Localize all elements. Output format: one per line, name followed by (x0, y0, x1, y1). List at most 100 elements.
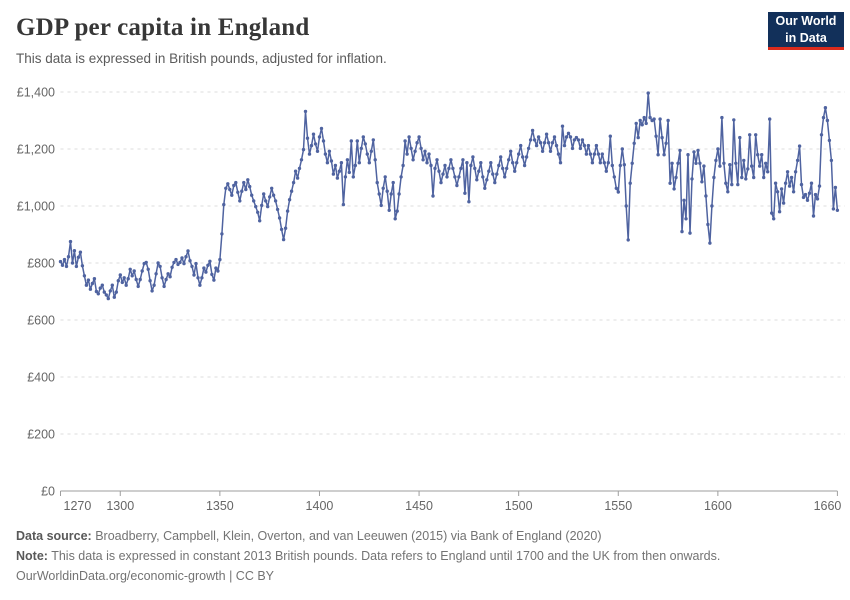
data-point[interactable] (594, 143, 599, 148)
data-point[interactable] (138, 277, 142, 282)
data-point[interactable] (797, 144, 802, 148)
data-point[interactable] (546, 141, 551, 145)
data-point[interactable] (517, 152, 521, 156)
data-point[interactable] (758, 164, 762, 168)
data-point[interactable] (586, 143, 591, 148)
data-point[interactable] (811, 214, 816, 218)
data-point[interactable] (582, 143, 587, 148)
data-point[interactable] (789, 175, 794, 180)
data-point[interactable] (353, 163, 357, 168)
data-point[interactable] (662, 153, 666, 157)
data-point[interactable] (361, 135, 365, 139)
data-point[interactable] (236, 190, 240, 194)
data-point[interactable] (238, 199, 242, 203)
data-point[interactable] (550, 141, 555, 145)
data-point[interactable] (483, 186, 487, 190)
data-point[interactable] (628, 181, 632, 185)
data-point[interactable] (321, 139, 326, 143)
data-point[interactable] (799, 182, 804, 187)
data-point[interactable] (385, 189, 389, 193)
data-point[interactable] (232, 183, 236, 188)
data-point[interactable] (485, 178, 489, 182)
data-point[interactable] (124, 283, 128, 287)
data-point[interactable] (722, 161, 726, 165)
data-point[interactable] (552, 135, 557, 139)
data-point[interactable] (473, 166, 477, 171)
data-point[interactable] (457, 175, 461, 179)
data-point[interactable] (134, 277, 138, 282)
data-point[interactable] (70, 261, 75, 265)
data-point[interactable] (632, 141, 636, 145)
data-point[interactable] (341, 202, 346, 207)
data-point[interactable] (244, 187, 248, 192)
data-point[interactable] (674, 175, 678, 180)
data-point[interactable] (264, 199, 268, 203)
data-point[interactable] (640, 123, 644, 127)
data-point[interactable] (507, 158, 511, 162)
data-point[interactable] (835, 208, 840, 212)
data-point[interactable] (756, 153, 760, 157)
data-point[interactable] (307, 152, 312, 156)
data-point[interactable] (391, 180, 395, 185)
data-point[interactable] (666, 118, 670, 123)
data-point[interactable] (475, 178, 479, 182)
data-point[interactable] (156, 261, 160, 265)
data-point[interactable] (108, 289, 113, 293)
data-point[interactable] (355, 139, 359, 143)
data-point[interactable] (357, 161, 361, 165)
data-point[interactable] (732, 118, 736, 122)
data-point[interactable] (624, 204, 628, 208)
data-point[interactable] (154, 272, 158, 276)
data-point[interactable] (268, 195, 272, 199)
data-point[interactable] (459, 166, 463, 171)
data-point[interactable] (827, 138, 832, 143)
chart-area[interactable]: £0 £200 £400 £600 £800 £1,000 £1,200 £1,400 1270… (0, 80, 850, 525)
data-point[interactable] (148, 279, 152, 283)
data-point[interactable] (616, 190, 620, 194)
data-point[interactable] (96, 292, 101, 296)
data-point[interactable] (463, 191, 467, 195)
data-point[interactable] (634, 121, 638, 126)
data-point[interactable] (220, 232, 224, 236)
data-point[interactable] (764, 161, 768, 165)
data-point[interactable] (815, 197, 820, 201)
data-point[interactable] (146, 267, 150, 271)
data-point[interactable] (297, 166, 302, 171)
data-point[interactable] (576, 138, 581, 142)
data-point[interactable] (64, 264, 69, 269)
data-point[interactable] (301, 147, 306, 152)
data-point[interactable] (192, 273, 196, 277)
data-point[interactable] (538, 141, 543, 145)
data-point[interactable] (266, 204, 270, 209)
data-point[interactable] (172, 260, 176, 265)
data-point[interactable] (82, 274, 87, 278)
data-point[interactable] (564, 135, 569, 139)
data-point[interactable] (766, 170, 770, 174)
data-point[interactable] (658, 117, 662, 121)
data-point[interactable] (568, 135, 573, 139)
data-point[interactable] (499, 155, 503, 159)
data-point[interactable] (186, 249, 190, 253)
data-point[interactable] (807, 191, 812, 195)
data-point[interactable] (343, 175, 348, 179)
data-point[interactable] (104, 293, 109, 297)
data-point[interactable] (646, 91, 650, 95)
data-point[interactable] (228, 187, 232, 192)
data-point[interactable] (275, 207, 280, 212)
data-point[interactable] (724, 181, 728, 185)
data-point[interactable] (726, 190, 730, 194)
data-point[interactable] (413, 149, 417, 153)
data-point[interactable] (182, 261, 186, 266)
data-point[interactable] (419, 146, 423, 151)
data-point[interactable] (813, 192, 818, 197)
data-point[interactable] (399, 175, 403, 179)
data-point[interactable] (534, 143, 539, 148)
data-point[interactable] (86, 278, 91, 282)
data-point[interactable] (427, 152, 431, 156)
data-point[interactable] (596, 152, 601, 156)
data-point[interactable] (511, 161, 515, 165)
data-point[interactable] (112, 295, 117, 299)
data-point[interactable] (772, 217, 776, 221)
data-point[interactable] (128, 267, 132, 271)
data-point[interactable] (130, 274, 134, 278)
